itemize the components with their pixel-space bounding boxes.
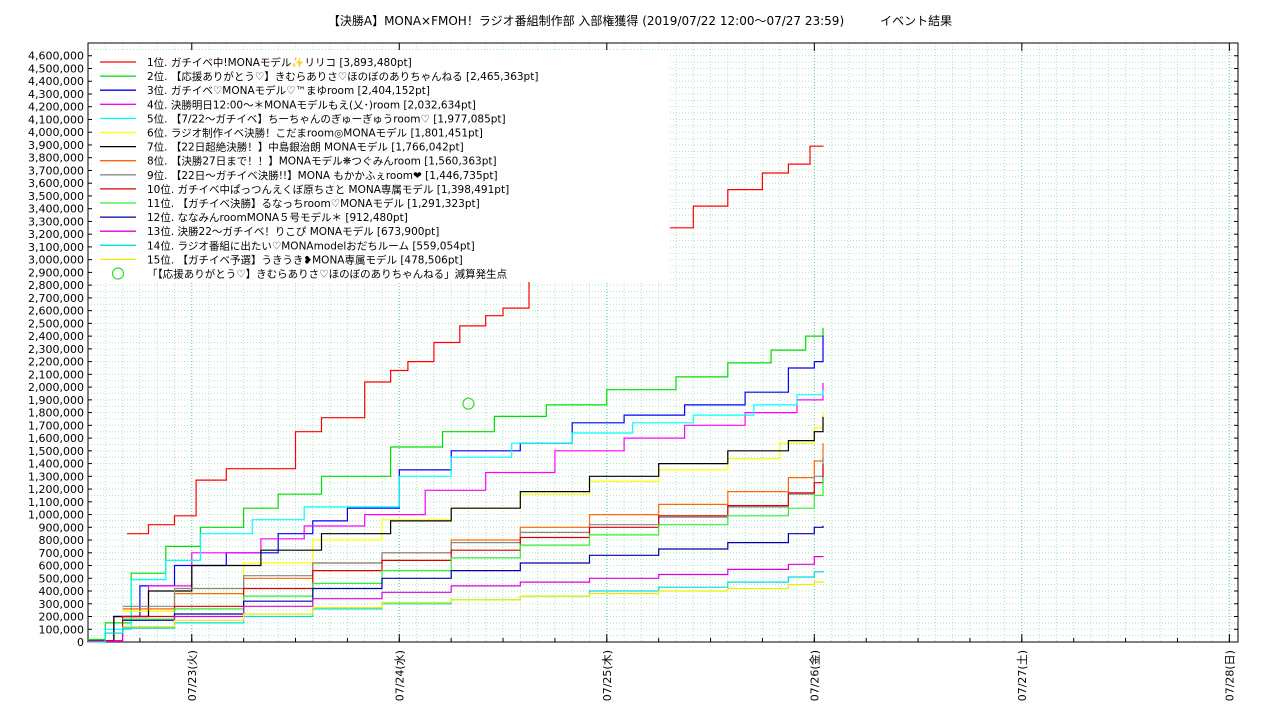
y-tick-label: 4,100,000 [28, 113, 84, 126]
y-tick-label: 100,000 [39, 623, 85, 636]
x-tick-label: 07/28(日) [1223, 650, 1236, 701]
legend-marker-swatch [111, 267, 125, 280]
y-tick-label: 2,300,000 [28, 343, 84, 356]
x-tick-label: 07/27(土) [1016, 650, 1029, 701]
y-tick-label: 4,300,000 [28, 88, 84, 101]
subtraction-marker [462, 397, 475, 410]
y-tick-label: 4,000,000 [28, 126, 84, 139]
legend-marker-entry: 「【応援ありがとう♡】きむらありさ♡ほのぼのありちゃんねる」減算発生点 [147, 268, 507, 281]
legend-entry: 4位. 決勝明日12:00〜＊MONAモデルもえ(乂･)room [2,032,… [147, 98, 476, 111]
series-group [88, 145, 824, 643]
y-tick-label: 1,300,000 [28, 470, 84, 483]
y-tick-label: 2,000,000 [28, 381, 84, 394]
y-tick-label: 1,600,000 [28, 432, 84, 445]
legend-entry: 3位. ガチイベ♡MONAモデル♡™まゆroom [2,404,152pt] [147, 84, 430, 97]
y-tick-label: 4,600,000 [28, 50, 84, 63]
y-tick-label: 3,900,000 [28, 139, 84, 152]
y-tick-label: 0 [77, 636, 84, 649]
y-tick-label: 200,000 [39, 611, 85, 624]
y-tick-label: 3,600,000 [28, 177, 84, 190]
series-line-11 [122, 477, 824, 620]
y-tick-label: 1,900,000 [28, 394, 84, 407]
y-axis: 0100,000200,000300,000400,000500,000600,… [28, 50, 1238, 649]
series-line-12 [122, 525, 824, 621]
series-line-7 [88, 416, 824, 642]
series-line-4 [88, 382, 824, 642]
y-tick-label: 4,200,000 [28, 101, 84, 114]
legend-entry: 14位. ラジオ番組に出たい♡MONAmodelおだちルーム [559,054p… [147, 239, 475, 252]
legend-entry: 2位. 【応援ありがとう♡】きむらありさ♡ほのぼのありちゃんねる [2,465,… [147, 70, 538, 83]
y-tick-label: 700,000 [39, 547, 85, 560]
y-tick-label: 800,000 [39, 534, 85, 547]
legend-entry: 12位. ななみんroomMONA５号モデル＊ [912,480pt] [147, 211, 408, 224]
legend-entry: 15位. 【ガチイベ予選】うきうき❥MONA専属モデル [478,506pt] [147, 253, 463, 266]
y-tick-label: 1,200,000 [28, 483, 84, 496]
y-tick-label: 2,800,000 [28, 279, 84, 292]
y-tick-label: 1,000,000 [28, 509, 84, 522]
y-tick-label: 400,000 [39, 585, 85, 598]
legend-entry: 8位. 【決勝27日まで！！】MONAモデル❋つぐみんroom [1,560,3… [147, 155, 497, 168]
x-tick-label: 07/25(木) [601, 650, 614, 701]
y-tick-label: 2,700,000 [28, 292, 84, 305]
legend-entry: 13位. 決勝22〜ガチイベ！りこぴ MONAモデル [673,900pt] [147, 225, 439, 238]
series-line-5 [88, 390, 824, 642]
y-tick-label: 3,200,000 [28, 228, 84, 241]
x-tick-label: 07/23(火) [186, 650, 199, 701]
legend: 1位. ガチイベ中!MONAモデル✨リリコ [3,893,480pt]2位. 【… [92, 50, 670, 282]
legend-entry: 6位. ラジオ制作イベ決勝！こだまroom◎MONAモデル [1,801,451… [147, 127, 483, 140]
y-tick-label: 3,500,000 [28, 190, 84, 203]
y-tick-label: 1,100,000 [28, 496, 84, 509]
y-tick-label: 2,400,000 [28, 330, 84, 343]
y-tick-label: 500,000 [39, 572, 85, 585]
legend-entry: 5位. 【7/22〜ガチイベ】ちーちゃんのぎゅーぎゅうroom♡ [1,977,… [147, 112, 506, 125]
y-tick-label: 2,100,000 [28, 368, 84, 381]
legend-entry: 10位. ガチイベ中ぱっつんえくぼ原ちさと MONA専属モデル [1,398,4… [147, 183, 509, 196]
y-tick-label: 1,400,000 [28, 458, 84, 471]
y-tick-label: 3,800,000 [28, 152, 84, 165]
x-tick-label: 07/24(水) [393, 650, 406, 701]
y-tick-label: 3,700,000 [28, 164, 84, 177]
y-tick-label: 1,500,000 [28, 445, 84, 458]
series-line-15 [122, 581, 824, 628]
y-tick-label: 2,900,000 [28, 266, 84, 279]
legend-box [92, 50, 670, 282]
y-tick-label: 3,300,000 [28, 215, 84, 228]
x-tick-label: 07/26(金) [807, 650, 821, 701]
y-tick-label: 900,000 [39, 521, 85, 534]
y-tick-label: 600,000 [39, 560, 85, 573]
series-line-1 [126, 145, 824, 535]
legend-entry: 7位. 【22日超絶決勝！】中島銀治朗 MONAモデル [1,766,042pt… [147, 141, 464, 154]
legend-entry: 9位. 【22日〜ガチイベ決勝!!】MONA もかかふぇroom❤ [1,446… [147, 169, 498, 182]
y-tick-label: 1,700,000 [28, 419, 84, 432]
y-tick-label: 3,400,000 [28, 203, 84, 216]
y-tick-label: 3,000,000 [28, 254, 84, 267]
series-line-2 [88, 327, 824, 641]
y-tick-label: 2,600,000 [28, 305, 84, 318]
plot-frame [87, 42, 1239, 643]
series-line-13 [88, 556, 824, 642]
y-tick-label: 300,000 [39, 598, 85, 611]
chart-title: 【決勝A】MONA×FMOH！ラジオ番組制作部 入部権獲得 (2019/07/2… [327, 14, 953, 28]
y-tick-label: 4,400,000 [28, 75, 84, 88]
y-tick-label: 2,200,000 [28, 356, 84, 369]
y-tick-label: 4,500,000 [28, 62, 84, 75]
y-tick-label: 1,800,000 [28, 407, 84, 420]
y-tick-label: 2,500,000 [28, 317, 84, 330]
y-tick-label: 3,100,000 [28, 241, 84, 254]
legend-entry: 1位. ガチイベ中!MONAモデル✨リリコ [3,893,480pt] [147, 56, 412, 69]
legend-entry: 11位. 【ガチイベ決勝】るなっちroom♡MONAモデル [1,291,323… [147, 197, 480, 210]
x-axis: 07/23(火) 07/24(水) 07/25(木) 07/26(金) 07/27(土)… [87, 43, 1236, 701]
